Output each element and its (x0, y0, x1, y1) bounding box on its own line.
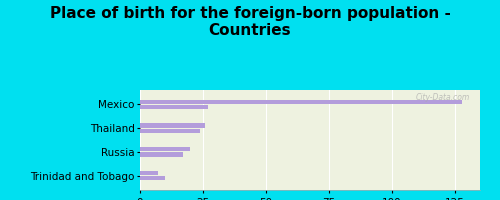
Bar (140, 123, 205, 128)
Bar (140, 176, 165, 180)
Bar (140, 171, 158, 175)
Bar (140, 129, 200, 133)
Bar (140, 152, 183, 157)
Text: City-Data.com: City-Data.com (416, 93, 470, 102)
Bar (140, 100, 462, 104)
Text: Place of birth for the foreign-born population -
Countries: Place of birth for the foreign-born popu… (50, 6, 450, 38)
Bar (140, 147, 190, 151)
Bar (140, 105, 208, 109)
